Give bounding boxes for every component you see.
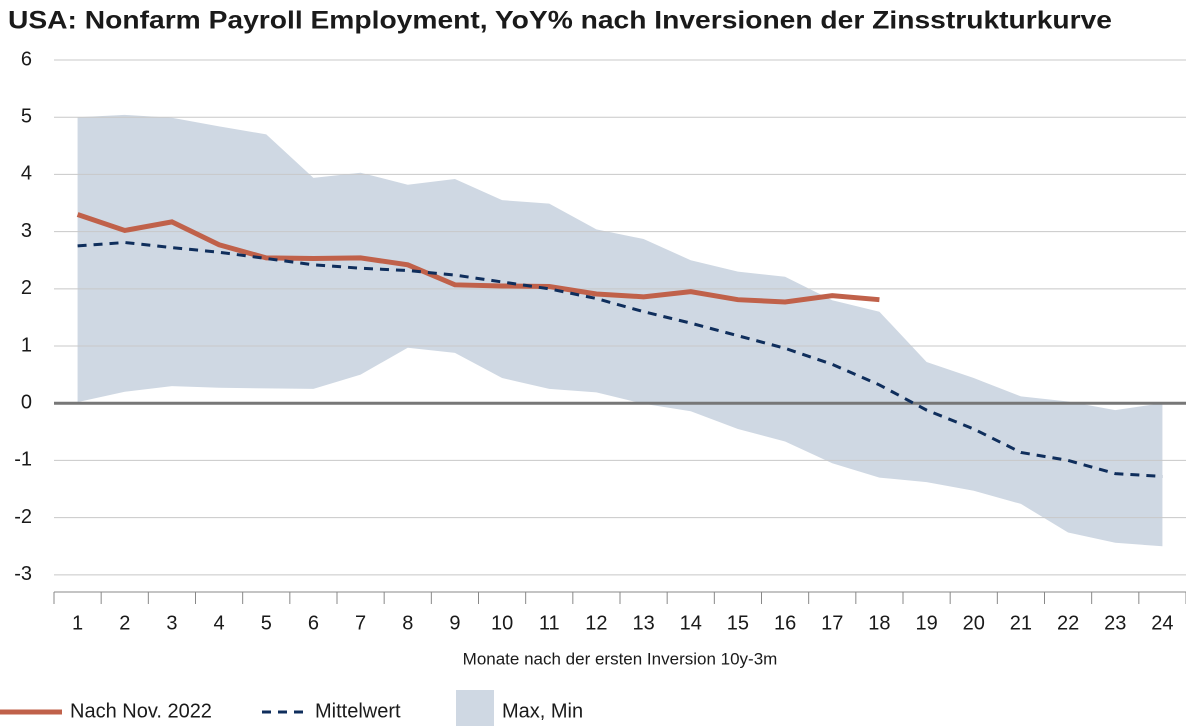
x-tick-label: 19 <box>915 612 937 634</box>
x-tick-label: 22 <box>1057 612 1079 634</box>
x-tick-label: 3 <box>166 612 177 634</box>
y-tick-label: 6 <box>21 48 32 70</box>
y-tick-label: 1 <box>21 334 32 356</box>
legend-swatch <box>456 690 494 726</box>
legend-label: Mittelwert <box>315 700 401 722</box>
x-tick-label: 21 <box>1010 612 1032 634</box>
y-tick-label: 4 <box>21 163 32 185</box>
x-tick-label: 6 <box>308 612 319 634</box>
x-tick-label: 17 <box>821 612 843 634</box>
x-tick-label: 8 <box>402 612 413 634</box>
x-tick-label: 5 <box>261 612 272 634</box>
x-tick-label: 11 <box>539 612 560 634</box>
line-series <box>76 212 880 305</box>
y-tick-label: -1 <box>14 449 32 471</box>
x-tick-label: 16 <box>774 612 796 634</box>
y-tick-label: 3 <box>21 220 32 242</box>
chart-title: USA: Nonfarm Payroll Employment, YoY% na… <box>8 7 1112 35</box>
x-tick-label: 18 <box>868 612 890 634</box>
legend-label: Nach Nov. 2022 <box>70 700 212 722</box>
x-tick-label: 9 <box>449 612 460 634</box>
legend-label: Max, Min <box>502 700 583 722</box>
x-tick-label: 7 <box>355 612 366 634</box>
line-series <box>77 240 1163 478</box>
x-tick-label: 20 <box>963 612 985 634</box>
x-tick-label: 15 <box>727 612 749 634</box>
x-tick-label: 4 <box>214 612 225 634</box>
y-tick-label: -3 <box>14 563 32 585</box>
y-tick-label: 2 <box>21 277 32 299</box>
min-max-band <box>77 114 1163 547</box>
x-tick-label: 2 <box>119 612 130 634</box>
x-tick-label: 14 <box>680 612 702 634</box>
x-tick-label: 24 <box>1151 612 1173 634</box>
x-tick-label: 1 <box>72 612 83 634</box>
x-tick-label: 10 <box>491 612 513 634</box>
y-tick-label: 0 <box>21 392 32 414</box>
y-tick-label: -2 <box>14 506 32 528</box>
x-tick-label: 12 <box>585 612 607 634</box>
x-axis-label: Monate nach der ersten Inversion 10y-3m <box>463 649 778 668</box>
x-tick-label: 13 <box>632 612 654 634</box>
y-tick-label: 5 <box>21 105 32 127</box>
x-tick-label: 23 <box>1104 612 1126 634</box>
